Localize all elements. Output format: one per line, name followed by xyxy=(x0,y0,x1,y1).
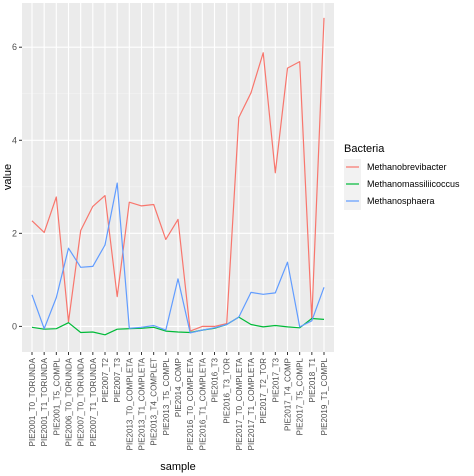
legend-label: Methanomassiliicoccus xyxy=(367,179,460,189)
y-tick-label: 2 xyxy=(12,228,17,238)
x-tick-label: PIE2006_T0_TORUNDA xyxy=(65,357,74,446)
x-tick-label: PIE2017_T1_COMPLETA xyxy=(247,357,256,450)
y-axis-title: value xyxy=(2,164,14,190)
x-tick-label: PIE2017_T4_COMP xyxy=(284,358,293,431)
x-tick-label: PIE2019_T1_COMPL xyxy=(320,357,329,435)
x-tick-label: PIE2014_COMP xyxy=(174,358,183,417)
x-tick-label: PIE2013_T5_COMPL xyxy=(162,357,171,435)
x-tick-label: PIE2007_T2 xyxy=(101,357,110,402)
series-line-methanomassiliicoccus xyxy=(31,316,325,336)
x-tick-label: PIE2013_T4_COMPLET xyxy=(150,358,159,446)
x-tick-label: PIE2017_T0_COMPLETA xyxy=(235,357,244,450)
legend: Bacteria Methanobrevibacter Methanomassil… xyxy=(344,143,460,210)
legend-label: Methanosphaera xyxy=(367,196,435,206)
x-tick-label: PIE2001_T5_COMPL xyxy=(52,357,61,435)
y-tick-label: 6 xyxy=(12,42,17,52)
x-tick-label: PIE2016_T1_COMPLETA xyxy=(198,357,207,450)
x-tick-label: PIE2001_T1_TORUNDA xyxy=(40,357,49,446)
x-tick-label: PIE2013_T0_COMPLETA xyxy=(125,357,134,450)
x-tick-label: PIE2017_T5_COMPL xyxy=(296,357,305,435)
legend-label: Methanobrevibacter xyxy=(367,162,447,172)
x-tick-label: PIE2016_T3_TOR xyxy=(223,358,232,424)
x-tick-label: PIE2016_T3 xyxy=(211,357,220,402)
y-tick-label: 4 xyxy=(12,135,17,145)
series-line-methanosphaera xyxy=(31,182,325,334)
x-tick-label: PIE2007_T0_TORUNDA xyxy=(77,357,86,446)
x-axis-title: sample xyxy=(160,461,195,473)
axis-ticks: 0 2 4 6 PIE2001_T0_TORUNDA PIE2001_T1_TORUNDA… xyxy=(12,42,329,450)
x-tick-label: PIE2007_T1_TORUNDA xyxy=(89,357,98,446)
series-lines xyxy=(31,17,325,336)
x-tick-label: PIE2017_T3 xyxy=(271,357,280,402)
y-tick-label: 0 xyxy=(12,321,17,331)
x-tick-label: PIE2013_T1_COMPLETA xyxy=(138,357,147,450)
x-tick-label: PIE2016_T0_COMPLETA xyxy=(186,357,195,450)
x-tick-label: PIE2018_T1 xyxy=(308,357,317,402)
grid-lines xyxy=(22,3,334,352)
x-tick-label: PIE2017_T2_TOR xyxy=(259,358,268,424)
x-tick-label: PIE2007_T3 xyxy=(113,357,122,402)
x-tick-label: PIE2001_T0_TORUNDA xyxy=(28,357,37,446)
legend-title: Bacteria xyxy=(344,143,385,155)
series-line-methanobrevibacter xyxy=(31,17,325,332)
